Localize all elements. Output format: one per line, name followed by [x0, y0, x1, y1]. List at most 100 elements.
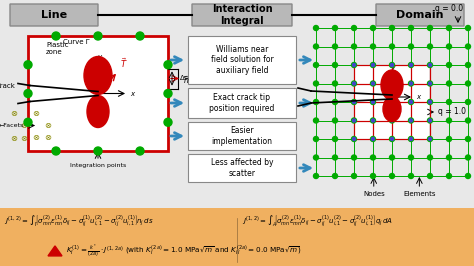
Circle shape: [465, 155, 471, 160]
Circle shape: [313, 81, 319, 86]
Circle shape: [313, 136, 319, 142]
Bar: [28, 36, 168, 151]
Circle shape: [447, 99, 452, 105]
Text: ⊗: ⊗: [45, 133, 52, 142]
Circle shape: [447, 136, 452, 142]
Circle shape: [332, 173, 337, 178]
Polygon shape: [48, 246, 62, 256]
Circle shape: [352, 118, 356, 123]
Circle shape: [332, 136, 337, 142]
Circle shape: [428, 173, 432, 178]
Bar: [0, 208, 474, 266]
Circle shape: [372, 64, 374, 66]
Circle shape: [465, 26, 471, 31]
Circle shape: [52, 147, 60, 155]
Circle shape: [409, 155, 413, 160]
Circle shape: [372, 82, 374, 85]
Text: $K_I^{(1)} = \frac{k^*}{(2a)} \cdot J^{(1,2a)}$ (with $K_I^{(2a)} = 1.0$ MPa$\sq: $K_I^{(1)} = \frac{k^*}{(2a)} \cdot J^{(…: [66, 243, 302, 259]
Ellipse shape: [381, 70, 403, 100]
Circle shape: [352, 173, 356, 178]
Circle shape: [24, 61, 32, 69]
Circle shape: [332, 99, 337, 105]
Text: Integration points: Integration points: [70, 163, 126, 168]
Circle shape: [391, 138, 393, 140]
Circle shape: [390, 63, 394, 68]
Text: Elements: Elements: [403, 191, 436, 197]
Text: ⊗: ⊗: [20, 134, 27, 143]
Circle shape: [313, 173, 319, 178]
Text: $J^{(1,2)} = \int_{A}\!\left[\sigma^{(2)}_{mn}\varepsilon^{(1)}_{mn}\delta_{ij} : $J^{(1,2)} = \int_{A}\!\left[\sigma^{(2)…: [242, 213, 393, 228]
FancyBboxPatch shape: [376, 4, 464, 26]
Circle shape: [353, 119, 356, 122]
Circle shape: [428, 99, 432, 105]
Circle shape: [428, 118, 432, 123]
Circle shape: [391, 119, 393, 122]
Circle shape: [371, 26, 375, 31]
Circle shape: [390, 118, 394, 123]
Circle shape: [371, 81, 375, 86]
Circle shape: [390, 81, 394, 86]
Circle shape: [409, 63, 413, 68]
Circle shape: [371, 136, 375, 142]
Circle shape: [428, 155, 432, 160]
Circle shape: [390, 173, 394, 178]
Circle shape: [410, 119, 412, 122]
Text: y: y: [97, 53, 101, 60]
Circle shape: [313, 118, 319, 123]
Circle shape: [428, 101, 431, 103]
Circle shape: [465, 136, 471, 142]
Circle shape: [353, 138, 356, 140]
Circle shape: [164, 89, 172, 98]
Circle shape: [372, 138, 374, 140]
Circle shape: [352, 155, 356, 160]
Circle shape: [94, 32, 102, 40]
Circle shape: [164, 61, 172, 69]
Circle shape: [428, 81, 432, 86]
Text: ⊗: ⊗: [45, 121, 52, 130]
Circle shape: [410, 101, 412, 103]
Circle shape: [390, 26, 394, 31]
Circle shape: [428, 138, 431, 140]
Circle shape: [390, 136, 394, 142]
Circle shape: [332, 44, 337, 49]
Circle shape: [409, 81, 413, 86]
Text: $\vec{n}$: $\vec{n}$: [183, 74, 190, 85]
Circle shape: [409, 26, 413, 31]
Circle shape: [428, 26, 432, 31]
Text: ⊗: ⊗: [10, 109, 18, 118]
Circle shape: [465, 173, 471, 178]
Circle shape: [313, 26, 319, 31]
Text: $J^{(1,2)} = \int_{\Gamma}\!\left[\sigma^{(2)}_{mn}\varepsilon^{(1)}_{mn}\delta_: $J^{(1,2)} = \int_{\Gamma}\!\left[\sigma…: [4, 213, 154, 228]
Circle shape: [371, 173, 375, 178]
Text: $\vec{T}$: $\vec{T}$: [120, 57, 128, 70]
Circle shape: [352, 99, 356, 105]
Circle shape: [409, 99, 413, 105]
Bar: [355, 65, 429, 139]
Circle shape: [352, 26, 356, 31]
FancyBboxPatch shape: [192, 4, 292, 26]
Circle shape: [428, 64, 431, 66]
Circle shape: [428, 63, 432, 68]
Circle shape: [447, 44, 452, 49]
Circle shape: [409, 173, 413, 178]
Circle shape: [24, 89, 32, 98]
Text: Curve Γ: Curve Γ: [63, 39, 90, 45]
Text: ←Facets: ←Facets: [0, 123, 24, 128]
Circle shape: [465, 118, 471, 123]
Circle shape: [410, 138, 412, 140]
Circle shape: [465, 99, 471, 105]
Circle shape: [371, 63, 375, 68]
Bar: [188, 88, 296, 118]
Circle shape: [447, 173, 452, 178]
Circle shape: [52, 32, 60, 40]
Circle shape: [353, 82, 356, 85]
Circle shape: [465, 81, 471, 86]
Circle shape: [371, 99, 375, 105]
Bar: [188, 122, 296, 150]
Text: Plastic
zone: Plastic zone: [46, 42, 69, 55]
Circle shape: [391, 82, 393, 85]
Circle shape: [390, 155, 394, 160]
Ellipse shape: [87, 95, 109, 127]
Circle shape: [164, 118, 172, 126]
Circle shape: [136, 32, 144, 40]
